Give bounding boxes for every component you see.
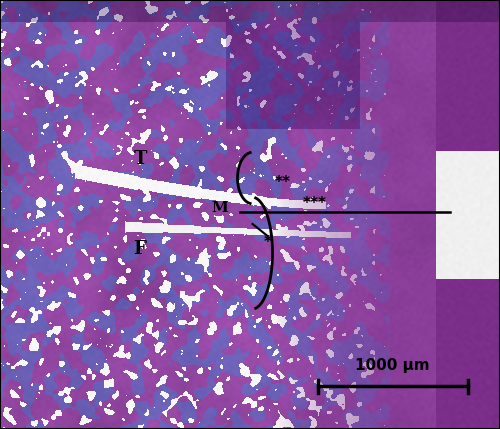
- Text: *: *: [264, 235, 272, 250]
- Text: 1000 μm: 1000 μm: [355, 358, 430, 373]
- Text: F: F: [134, 240, 146, 258]
- Text: **: **: [274, 175, 290, 190]
- Text: ***: ***: [303, 196, 327, 211]
- Text: T: T: [134, 150, 146, 168]
- Text: M: M: [212, 201, 228, 215]
